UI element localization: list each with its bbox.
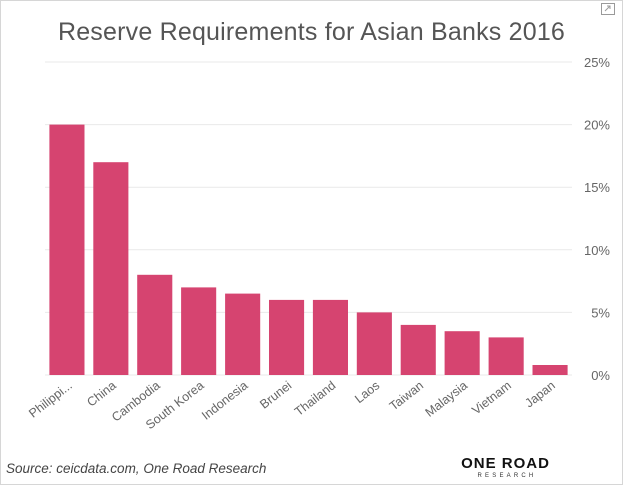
bar[interactable] [181, 287, 217, 375]
y-tick-label: 5% [591, 305, 610, 320]
x-tick-label: China [84, 378, 118, 409]
bar[interactable] [444, 331, 480, 375]
logo-main-text: ONE ROAD [461, 455, 550, 472]
x-tick-label: Laos [352, 378, 382, 406]
y-tick-label: 10% [584, 243, 610, 258]
bar[interactable] [93, 162, 129, 375]
x-tick-label: Japan [522, 378, 557, 410]
bar[interactable] [312, 299, 348, 375]
logo-sub-text: RESEARCH [477, 473, 537, 479]
x-tick-label: Vietnam [469, 378, 514, 417]
x-tick-label: Thailand [292, 378, 338, 419]
one-road-research-logo: ONE ROAD RESEARCH [458, 456, 553, 480]
y-tick-label: 0% [591, 368, 610, 383]
bar[interactable] [137, 274, 173, 375]
bar[interactable] [356, 312, 392, 375]
chart-title: Reserve Requirements for Asian Banks 201… [57, 18, 566, 46]
bar[interactable] [488, 337, 524, 375]
x-tick-label: Taiwan [387, 378, 426, 413]
y-tick-label: 20% [584, 118, 610, 133]
y-tick-label: 25% [584, 55, 610, 70]
source-caption: Source: ceicdata.com, One Road Research [6, 461, 267, 476]
x-tick-label: Indonesia [199, 378, 250, 422]
y-tick-label: 15% [584, 180, 610, 195]
bar[interactable] [49, 124, 85, 375]
x-tick-label: Malaysia [423, 378, 471, 419]
bar[interactable] [400, 324, 436, 375]
bar-chart: 0%5%10%15%20%25%Philippi... ChinaCambodia… [26, 55, 610, 432]
bar[interactable] [269, 299, 305, 375]
bar[interactable] [225, 293, 261, 375]
focus-mode-icon[interactable] [601, 3, 615, 15]
bar[interactable] [532, 365, 568, 375]
x-tick-label: Philippi... [26, 378, 75, 420]
x-tick-label: Brunei [257, 378, 294, 411]
